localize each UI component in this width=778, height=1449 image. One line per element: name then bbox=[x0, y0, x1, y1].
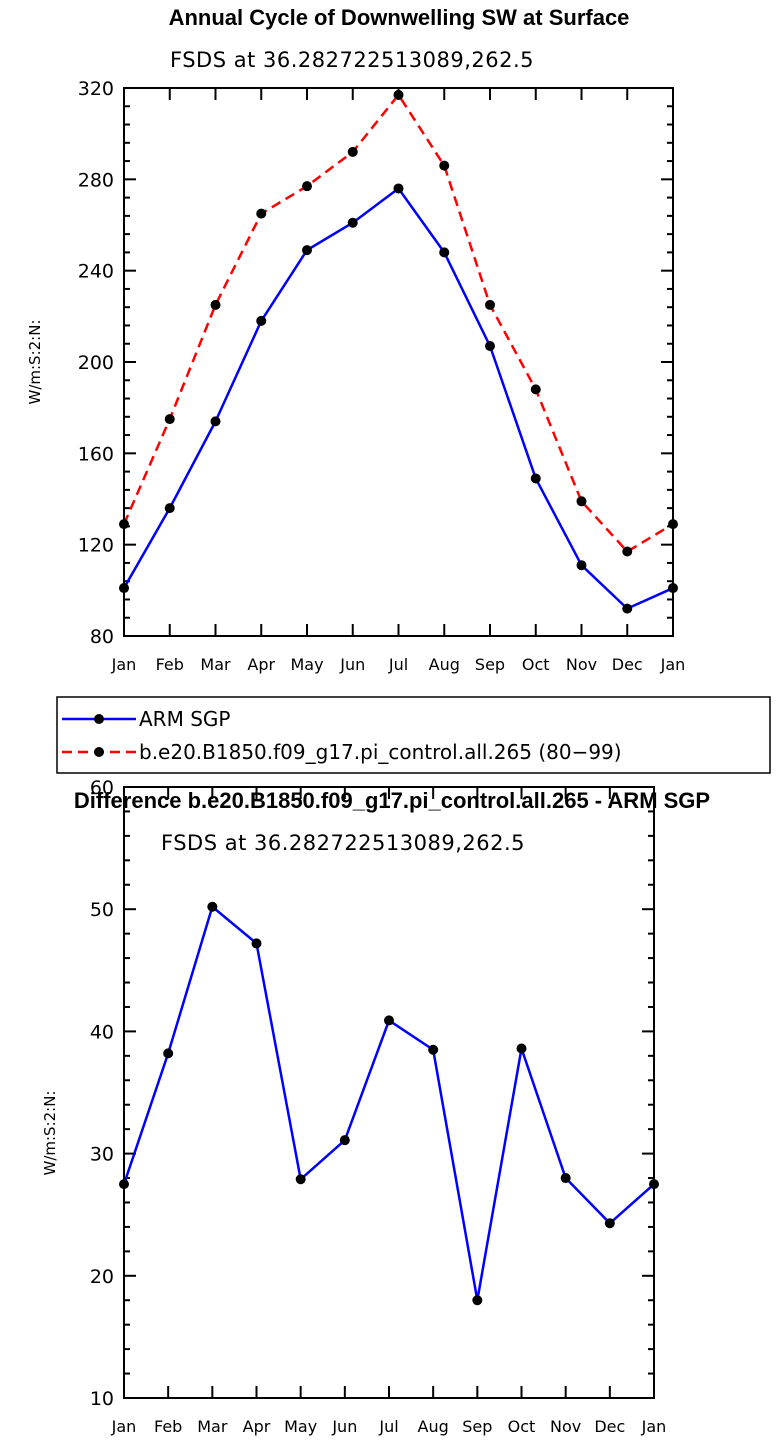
chart2-xtick-label: May bbox=[284, 1417, 317, 1436]
chart1-series-1-point bbox=[347, 146, 358, 157]
chart1-subtitle: FSDS at 36.282722513089,262.5 bbox=[170, 48, 534, 72]
chart2-series-0-point bbox=[207, 901, 218, 912]
chart1-series-1-point bbox=[576, 496, 587, 507]
chart1-series-0-point bbox=[622, 603, 633, 614]
chart1-series-0-point bbox=[439, 247, 450, 258]
chart2-subtitle: FSDS at 36.282722513089,262.5 bbox=[161, 831, 525, 855]
chart1-xtick-label: Jan bbox=[111, 655, 137, 674]
chart2-xtick-label: Aug bbox=[418, 1417, 449, 1436]
legend-swatch-model-marker bbox=[94, 747, 104, 757]
chart2-series-0-point bbox=[251, 938, 262, 949]
chart1-series-0-point bbox=[530, 473, 541, 484]
chart1-series-1-point bbox=[530, 384, 541, 395]
chart2-ytick-label: 20 bbox=[90, 1266, 114, 1288]
chart1-xtick-label: Mar bbox=[200, 655, 231, 674]
chart1-xtick-label: Sep bbox=[475, 655, 505, 674]
chart1-xtick-label: Jul bbox=[388, 655, 408, 674]
legend-label-model: b.e20.B1850.f09_g17.pi_control.all.265 (… bbox=[139, 740, 622, 764]
chart1-xtick-label: Apr bbox=[247, 655, 275, 674]
chart1-series-0-line bbox=[122, 187, 674, 610]
chart1-ylabel: W/m:S:2:N: bbox=[26, 320, 44, 405]
chart2-series-0-point bbox=[516, 1043, 527, 1054]
chart1-ytick-label: 320 bbox=[78, 78, 114, 100]
chart1-xtick-label: Dec bbox=[612, 655, 643, 674]
chart1-series-1-point bbox=[164, 414, 175, 425]
chart2-xtick-label: Feb bbox=[154, 1417, 182, 1436]
chart1-xtick-label: Feb bbox=[156, 655, 184, 674]
chart2-frame bbox=[123, 786, 655, 1399]
chart2-xtick-label: Sep bbox=[462, 1417, 492, 1436]
chart2-series-0-point bbox=[649, 1179, 659, 1190]
chart1-plot-area: Jan Feb Mar Apr May Jun Jul Aug Sep Oct Nov Dec Jan 8… bbox=[78, 78, 686, 674]
chart1-ytick-label: 80 bbox=[90, 626, 114, 648]
chart2-series-0-point bbox=[560, 1173, 571, 1184]
chart1-series-0-point bbox=[119, 583, 129, 594]
chart2-series-0-line bbox=[122, 905, 655, 1302]
chart1-series-0-point bbox=[210, 416, 221, 427]
chart2-ytick-label: 30 bbox=[90, 1144, 114, 1166]
chart2-series-0-point bbox=[119, 1179, 129, 1190]
chart1-ytick-label: 280 bbox=[78, 169, 114, 191]
chart2-xtick-label: Jun bbox=[331, 1417, 357, 1436]
chart1-series-1-point bbox=[439, 160, 450, 171]
chart2-ytick-label: 50 bbox=[90, 899, 114, 921]
chart1-title: Annual Cycle of Downwelling SW at Surfac… bbox=[169, 5, 630, 30]
chart2-series-0-point bbox=[163, 1048, 174, 1059]
chart1-xtick-label: May bbox=[290, 655, 323, 674]
chart2-series-0-point bbox=[428, 1044, 439, 1055]
chart2-xtick-label: Oct bbox=[508, 1417, 536, 1436]
chart2-plot-area: Jan Feb Mar Apr May Jun Jul Aug Sep Oct Nov Dec Jan 1… bbox=[90, 777, 667, 1436]
chart1-xtick-label: Jan bbox=[660, 655, 686, 674]
chart1-series-1-point bbox=[210, 299, 221, 310]
chart2-series-0-point bbox=[295, 1174, 306, 1185]
chart2-ytick-label: 10 bbox=[90, 1388, 114, 1410]
chart1-series-0-point bbox=[347, 217, 358, 228]
chart1-frame bbox=[123, 87, 674, 637]
chart1-legend: ARM SGP b.e20.B1850.f09_g17.pi_control.a… bbox=[56, 696, 771, 774]
chart2-series-0-point bbox=[472, 1295, 483, 1306]
chart2-xtick-label: Nov bbox=[550, 1417, 581, 1436]
chart1-series-0-point bbox=[256, 315, 267, 326]
chart2-xtick-label: Apr bbox=[243, 1417, 271, 1436]
chart1-xtick-label: Nov bbox=[566, 655, 597, 674]
chart2-xtick-label: Jul bbox=[378, 1417, 398, 1436]
chart1-series-0-point bbox=[164, 503, 175, 514]
chart1-series-0-point bbox=[576, 560, 587, 571]
chart1-series-1-point bbox=[119, 519, 129, 530]
chart1-xtick-label: Oct bbox=[522, 655, 550, 674]
chart1-series-0-point bbox=[668, 583, 678, 594]
chart1-ytick-label: 160 bbox=[78, 443, 114, 465]
chart1-series-0-point bbox=[485, 341, 495, 352]
chart1-series-1-point bbox=[302, 181, 312, 192]
legend-label-arm: ARM SGP bbox=[139, 707, 230, 731]
chart2-xtick-label: Jan bbox=[641, 1417, 667, 1436]
legend-box bbox=[56, 696, 771, 774]
chart1-ytick-label: 200 bbox=[78, 352, 114, 374]
chart1-series-0-point bbox=[302, 245, 312, 256]
chart2-xtick-label: Dec bbox=[594, 1417, 625, 1436]
chart1-series-1-point bbox=[668, 519, 678, 530]
chart1-xtick-label: Jun bbox=[339, 655, 365, 674]
chart1-ytick-label: 120 bbox=[78, 535, 114, 557]
chart2-ytick-label: 40 bbox=[90, 1021, 114, 1043]
chart2-series-0-point bbox=[384, 1015, 394, 1026]
chart1-series-1-point bbox=[485, 299, 495, 310]
chart1-series-1-line bbox=[122, 93, 674, 553]
chart1-series-1-point bbox=[622, 546, 633, 557]
chart1-ytick-label: 240 bbox=[78, 261, 114, 283]
chart1-xtick-label: Aug bbox=[429, 655, 460, 674]
chart2-xtick-label: Jan bbox=[111, 1417, 137, 1436]
chart1-series-1-point bbox=[393, 89, 404, 100]
chart1-series-1-point bbox=[256, 208, 267, 219]
chart2-ylabel: W/m:S:2:N: bbox=[41, 1091, 59, 1176]
chart2-series-0-point bbox=[604, 1218, 615, 1229]
chart2-title: Difference b.e20.B1850.f09_g17.pi_contro… bbox=[74, 788, 710, 813]
chart2-series-0-point bbox=[339, 1135, 350, 1146]
legend-swatch-arm-marker bbox=[94, 714, 104, 724]
chart1-series-0-point bbox=[393, 183, 404, 194]
chart2-ytick-label: 60 bbox=[90, 777, 114, 799]
chart2-xtick-label: Mar bbox=[197, 1417, 228, 1436]
